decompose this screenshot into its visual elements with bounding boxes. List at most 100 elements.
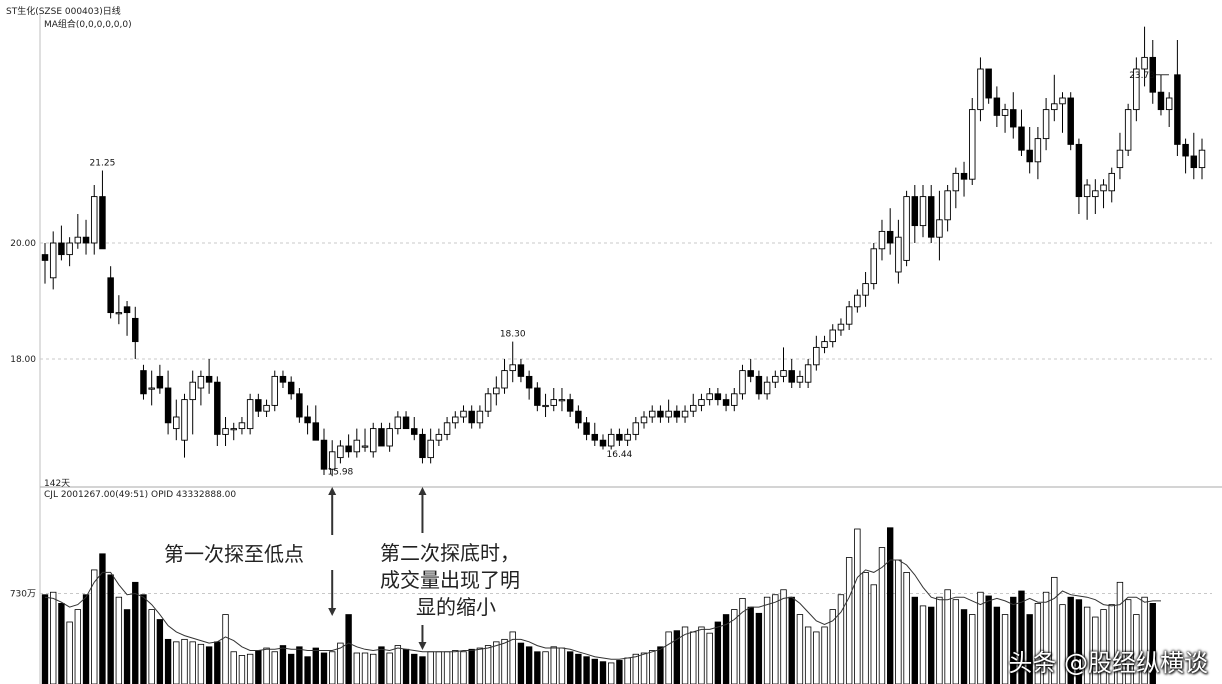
volume-bar xyxy=(156,619,164,684)
candle-body xyxy=(222,428,229,435)
volume-bar xyxy=(804,626,812,684)
candle-body xyxy=(279,375,287,383)
candle-body xyxy=(337,445,344,459)
candle-body xyxy=(640,416,648,424)
candle-body xyxy=(952,172,960,192)
ma-indicator-label: MA组合(0,0,0,0,0,0) xyxy=(44,20,132,30)
volume-bar xyxy=(755,612,763,684)
candle-body xyxy=(747,370,754,377)
volume-bar xyxy=(41,594,49,684)
price-annotations: 21.25 15.98 18.30 16.44 23.73 xyxy=(90,71,1169,477)
volume-bars xyxy=(41,527,1161,684)
candle-body xyxy=(189,381,196,401)
volume-bar xyxy=(640,652,648,684)
candle-body xyxy=(1059,97,1066,105)
candle-body xyxy=(813,346,820,366)
volume-bar xyxy=(558,647,566,684)
volume-bar xyxy=(263,647,270,684)
candle-body xyxy=(452,416,459,424)
grid-lines: 20.00 18.00 730万 xyxy=(10,14,1222,684)
volume-bar xyxy=(854,528,861,684)
volume-bar xyxy=(1010,596,1017,684)
candle-body xyxy=(287,381,295,395)
volume-bar xyxy=(870,584,877,684)
candle-body xyxy=(591,433,599,441)
candle-body xyxy=(1067,97,1074,145)
volume-bar xyxy=(690,631,697,684)
candle-body xyxy=(123,306,131,314)
candle-body xyxy=(205,375,213,383)
volume-bar xyxy=(1067,596,1074,684)
volume-bar xyxy=(345,614,352,684)
candle-body xyxy=(911,196,919,227)
candle-body xyxy=(345,445,352,453)
volume-bar xyxy=(1018,590,1025,684)
candle-body xyxy=(173,416,180,430)
volume-bar xyxy=(91,569,98,684)
candle-body xyxy=(1100,184,1107,192)
candle-body xyxy=(927,196,935,238)
volume-bar xyxy=(657,646,664,684)
volume-bar xyxy=(460,651,467,684)
candle-body xyxy=(328,451,336,470)
volume-bar xyxy=(772,594,779,684)
candle-body xyxy=(796,375,804,383)
volume-bar xyxy=(246,653,254,684)
candle-body xyxy=(755,375,763,395)
candle-body xyxy=(1034,138,1042,163)
volume-bar xyxy=(484,645,492,684)
candle-body xyxy=(788,370,795,383)
candle-body xyxy=(197,375,205,389)
volume-bar xyxy=(534,651,541,684)
annotation-second-line2: 成交量出现了明 xyxy=(380,568,520,592)
volume-bar xyxy=(230,651,237,684)
volume-bar xyxy=(312,647,319,684)
candle-body xyxy=(181,399,188,441)
volume-bar xyxy=(468,648,475,684)
volume-bar xyxy=(985,595,992,684)
volume-bar xyxy=(378,646,385,684)
candle-body xyxy=(804,364,812,383)
candle-body xyxy=(862,283,869,296)
volume-bar xyxy=(287,653,295,684)
candle-body xyxy=(369,428,377,453)
volume-bar xyxy=(99,553,106,684)
candle-body xyxy=(1010,109,1017,128)
volume-bar xyxy=(1141,596,1148,684)
candle-body xyxy=(1174,74,1181,145)
volume-bar xyxy=(255,650,262,684)
volume-bar xyxy=(329,651,336,684)
candle-body xyxy=(624,433,631,441)
candle-body xyxy=(690,404,697,412)
price-annotation-label: 18.30 xyxy=(500,330,526,340)
volume-bar xyxy=(164,638,172,684)
candle-body xyxy=(132,317,139,343)
candle-body xyxy=(772,375,779,383)
volume-bar xyxy=(706,632,713,684)
volume-bar xyxy=(747,606,754,684)
volume-bar xyxy=(649,650,656,684)
candle-body xyxy=(468,410,475,424)
candle-body xyxy=(66,242,73,256)
candle-body xyxy=(255,399,262,412)
candle-body xyxy=(156,375,164,389)
volume-bar xyxy=(903,572,910,684)
candle-body xyxy=(1157,91,1165,111)
candle-body xyxy=(673,410,681,418)
volume-bar xyxy=(714,621,722,684)
volume-bar xyxy=(796,614,804,684)
candle-body xyxy=(739,370,746,395)
volume-bar xyxy=(591,658,598,684)
volume-bar xyxy=(132,581,139,684)
candle-body xyxy=(1133,68,1140,111)
volume-bar xyxy=(813,631,820,684)
volume-bar xyxy=(370,653,377,684)
volume-bar xyxy=(115,596,123,684)
candle-body xyxy=(665,410,672,418)
volume-bar xyxy=(419,656,426,684)
volume-bar xyxy=(148,609,155,684)
candle-body xyxy=(74,236,82,244)
candle-body xyxy=(1141,56,1148,70)
candle-body xyxy=(1190,155,1198,169)
